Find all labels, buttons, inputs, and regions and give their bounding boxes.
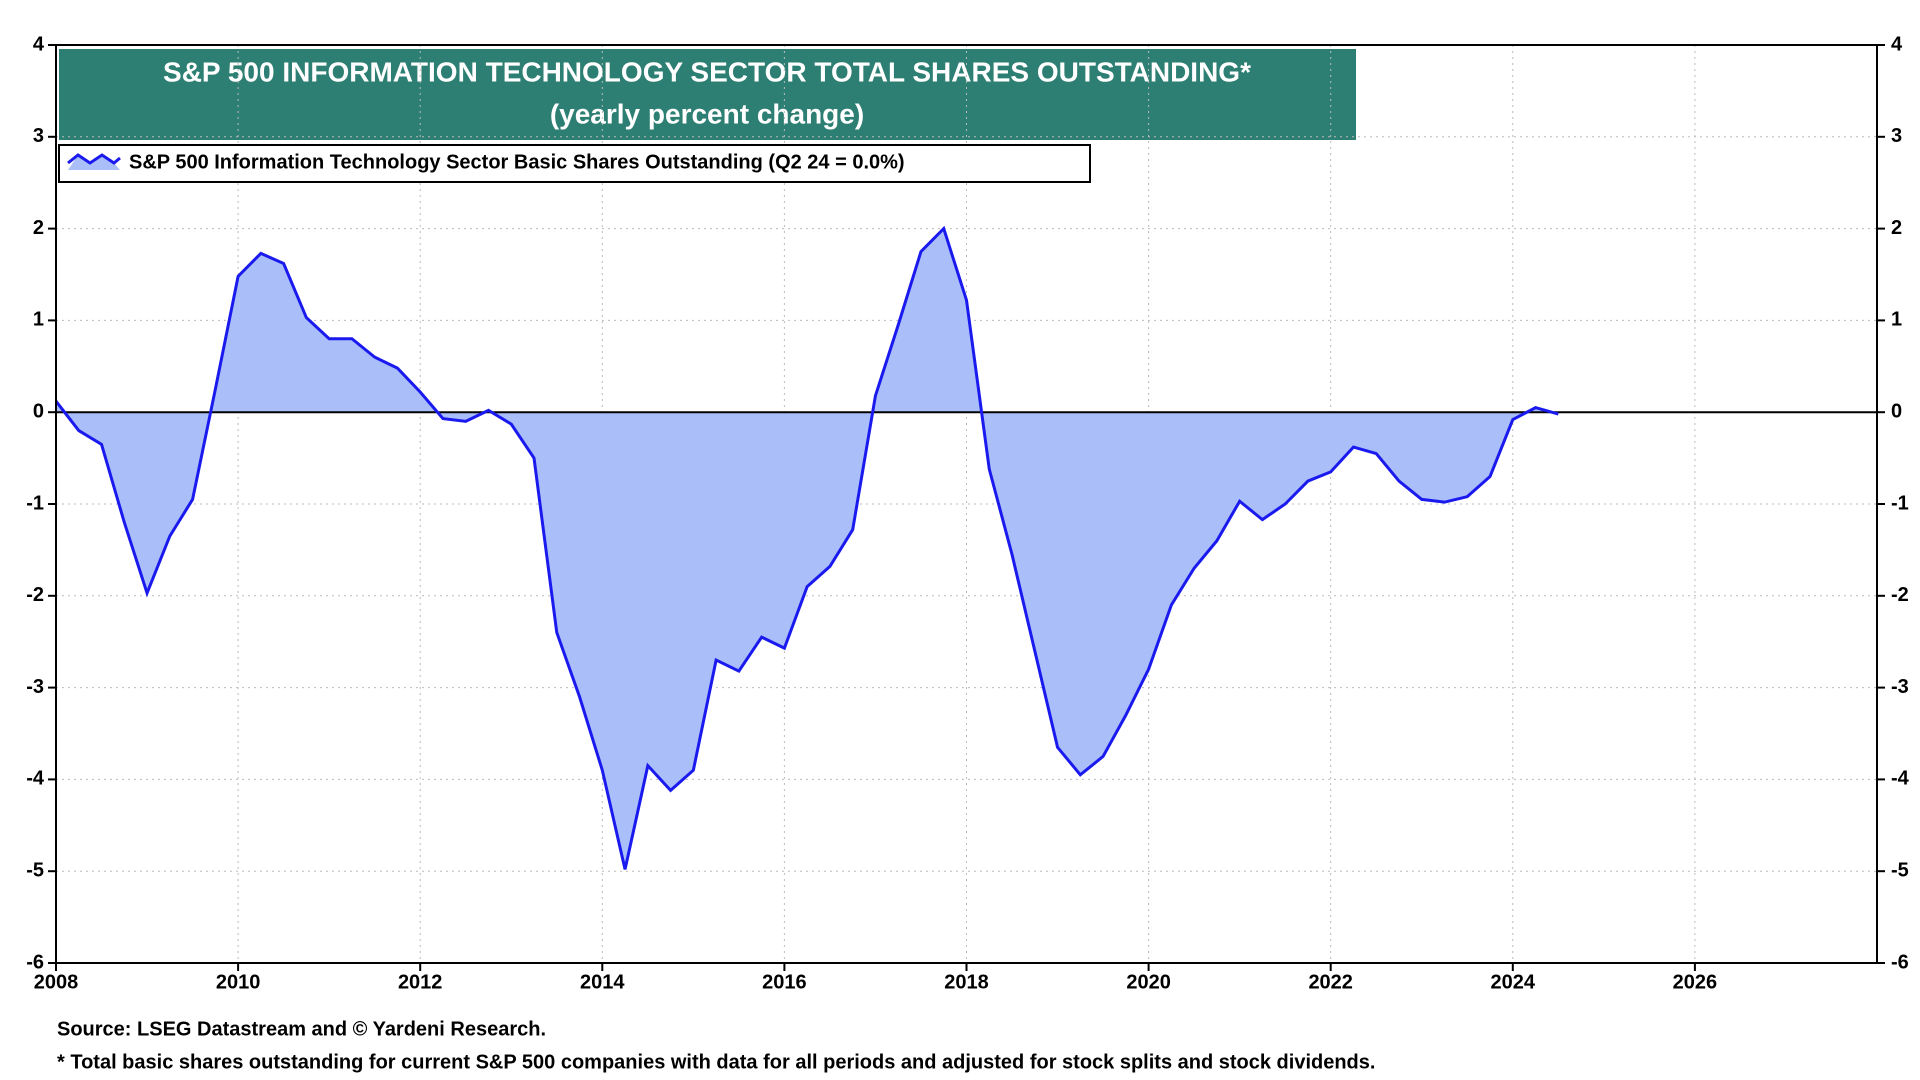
y-tick-label: 0: [33, 400, 44, 422]
y-tick-label: -1: [26, 492, 44, 514]
legend-line: [67, 153, 121, 165]
y2-tick-label: -1: [1891, 492, 1909, 514]
y-tick-label: 2: [33, 217, 44, 239]
y2-tick-label: -6: [1891, 951, 1909, 973]
x-tick-label: 2016: [762, 971, 807, 993]
series-line: [54, 225, 1559, 870]
y2-tick-label: 4: [1891, 33, 1903, 55]
y-tick-label: -6: [26, 951, 44, 973]
chart-subtitle: (yearly percent change): [550, 98, 864, 129]
chart-title: S&P 500 INFORMATION TECHNOLOGY SECTOR TO…: [163, 56, 1251, 87]
legend-box: [58, 144, 1091, 183]
x-tick-label: 2018: [944, 971, 989, 993]
title-box: [59, 49, 1356, 140]
x-tick-label: 2014: [580, 971, 625, 993]
legend-label: S&P 500 Information Technology Sector Ba…: [129, 151, 905, 173]
y2-tick-label: 1: [1891, 309, 1902, 331]
y2-tick-label: 0: [1891, 400, 1902, 422]
source-note: Source: LSEG Datastream and © Yardeni Re…: [57, 1018, 546, 1040]
y-tick-label: -4: [26, 768, 45, 790]
y2-tick-label: 2: [1891, 217, 1902, 239]
x-tick-label: 2024: [1491, 971, 1536, 993]
x-tick-label: 2008: [34, 971, 79, 993]
x-tick-label: 2010: [216, 971, 261, 993]
y-tick-label: -5: [26, 859, 44, 881]
footnote: * Total basic shares outstanding for cur…: [57, 1051, 1375, 1073]
x-tick-label: 2012: [398, 971, 443, 993]
y2-tick-label: -5: [1891, 859, 1909, 881]
y-tick-label: -2: [26, 584, 44, 606]
y2-tick-label: -3: [1891, 676, 1909, 698]
y-tick-label: 4: [33, 33, 45, 55]
x-tick-label: 2020: [1126, 971, 1171, 993]
y-tick-label: 1: [33, 309, 44, 331]
x-tick-label: 2022: [1308, 971, 1353, 993]
x-tick-label: 2026: [1673, 971, 1718, 993]
y2-tick-label: -4: [1891, 768, 1910, 790]
y-tick-label: 3: [33, 125, 44, 147]
plot-frame: [55, 44, 1878, 964]
y2-tick-label: 3: [1891, 125, 1902, 147]
y2-tick-label: -2: [1891, 584, 1909, 606]
y-tick-label: -3: [26, 676, 44, 698]
area-fill: [56, 228, 1559, 870]
